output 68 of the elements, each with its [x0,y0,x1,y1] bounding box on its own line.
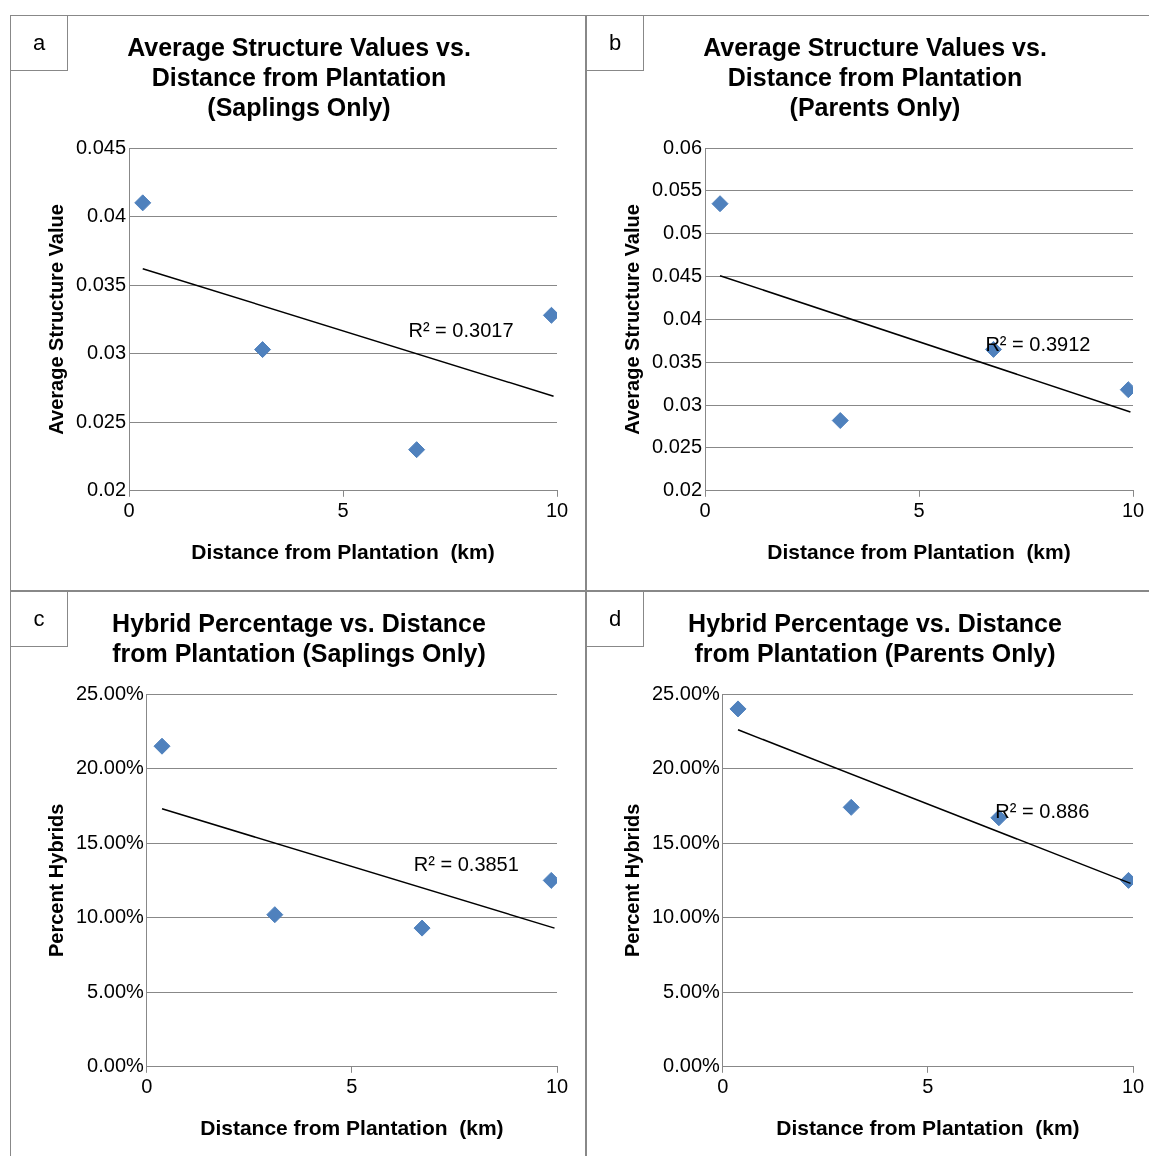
x-tick-label: 0 [141,1075,153,1098]
y-tick-label: 0.02 [87,478,127,501]
x-tick-label: 5 [913,499,925,522]
x-tick-label: 10 [1121,499,1145,522]
x-tick-label: 0 [123,499,135,522]
y-tick-label: 15.00% [75,830,145,853]
x-axis-title: Distance from Plantation (km) [200,1116,504,1140]
y-tick-label: 10.00% [651,905,721,928]
point [842,798,860,816]
annotation: R² = 0.3017 [408,319,514,342]
x-tick-label: 10 [545,499,569,522]
y-tick-label: 0.055 [651,178,703,201]
point [254,341,272,359]
text: a [10,15,68,71]
y-tick-label: 25.00% [651,681,721,704]
y-tick-label: 0.045 [651,264,703,287]
point [408,441,426,459]
x-tick-label: 10 [545,1075,569,1098]
point [831,412,849,430]
text: b [586,15,644,71]
y-tick-label: 5.00% [663,979,721,1002]
annotation: R² = 0.3851 [413,853,519,875]
point [134,194,152,212]
y-tick-label: 20.00% [75,756,145,779]
y-tick-label: 0.04 [87,204,127,227]
y-axis-title: Average Structure Value [44,204,67,435]
y-tick-label: 0.025 [75,409,127,432]
x-tick-label: 5 [922,1075,934,1098]
chart-title: Hybrid Percentage vs. Distance from Plantation (Saplings Only) [112,608,486,667]
chart-title: Average Structure Values vs. Distance from Plantation (Parents Only) [703,32,1047,121]
x-tick-label: 5 [346,1075,358,1098]
y-axis-title: Percent Hybrids [44,803,67,958]
y-tick-label: 0.035 [651,349,703,372]
x-axis-title: Distance from Plantation (km) [767,540,1071,564]
y-tick-label: 0.00% [87,1054,145,1077]
y-tick-label: 0.00% [663,1054,721,1077]
point [729,700,747,718]
y-tick-label: 25.00% [75,681,145,704]
x-axis-title: Distance from Plantation (km) [776,1116,1080,1140]
y-tick-label: 0.02 [663,478,703,501]
text: d [586,591,644,647]
x-tick-label: 0 [717,1075,729,1098]
x-tick-label: 5 [337,499,349,522]
y-tick-label: 20.00% [651,756,721,779]
y-tick-label: 0.04 [663,306,703,329]
x-tick-label: 0 [699,499,711,522]
y-tick-label: 0.03 [663,392,703,415]
chart-title: Hybrid Percentage vs. Distance from Plantation (Parents Only) [688,608,1062,667]
y-axis-title: Percent Hybrids [620,803,643,958]
y-tick-label: 10.00% [75,905,145,928]
annotation: R² = 0.886 [995,800,1090,823]
y-tick-label: 0.045 [75,135,127,158]
chart-title: Average Structure Values vs. Distance from Plantation (Saplings Only) [127,32,471,121]
point [153,737,171,755]
point [711,195,729,213]
y-tick-label: 0.06 [663,135,703,158]
text: c [10,591,68,647]
point [413,919,431,937]
point [266,906,284,924]
x-axis-title: Distance from Plantation (km) [191,540,495,564]
y-axis-title: Average Structure Value [620,204,643,435]
x-tick-label: 10 [1121,1075,1145,1098]
y-tick-label: 0.05 [663,221,703,244]
y-tick-label: 0.035 [75,272,127,295]
y-tick-label: 0.025 [651,435,703,458]
y-tick-label: 5.00% [87,979,145,1002]
y-tick-label: 0.03 [87,341,127,364]
y-tick-label: 15.00% [651,830,721,853]
